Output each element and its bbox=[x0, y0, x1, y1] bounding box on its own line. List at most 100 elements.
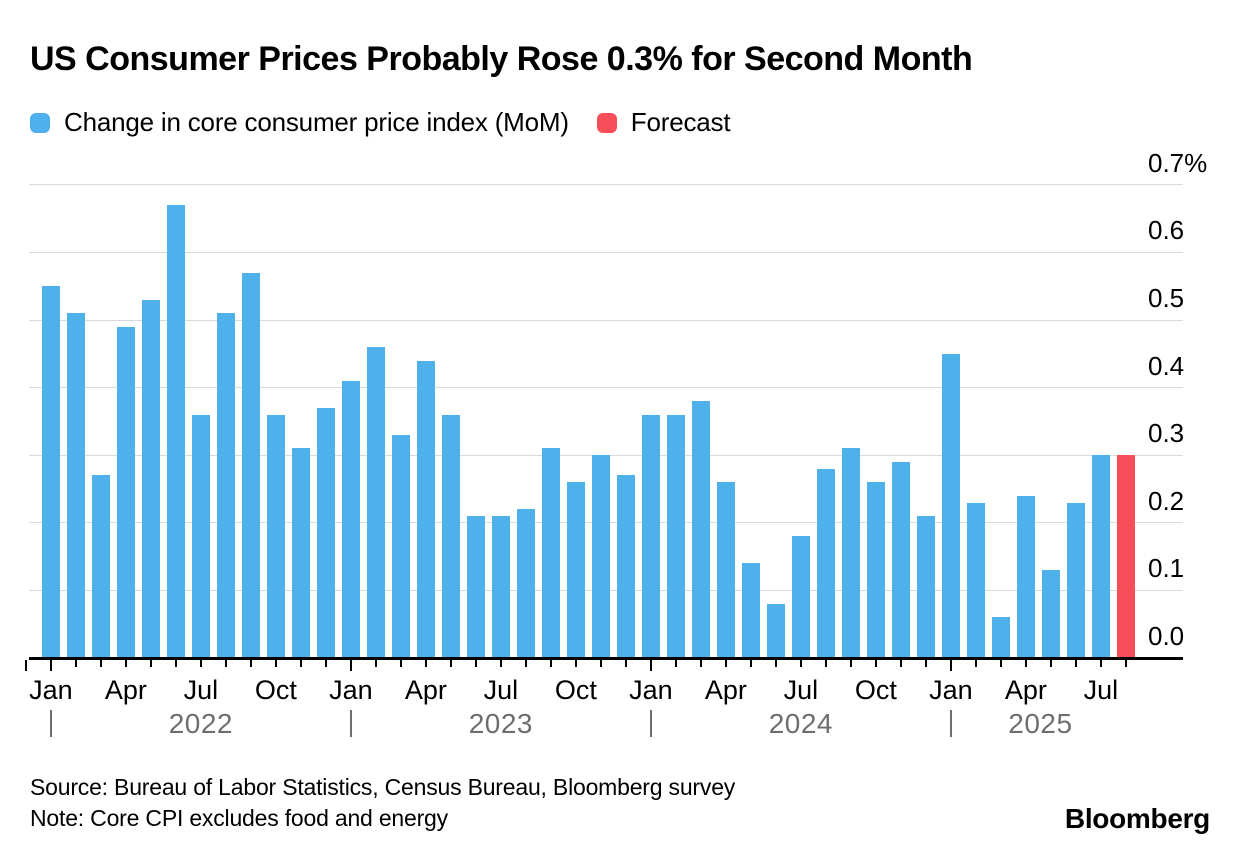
year-separator bbox=[949, 710, 953, 737]
cpi-bar bbox=[466, 516, 485, 658]
cpi-bar bbox=[566, 482, 585, 658]
y-axis-tick-label: 0.2 bbox=[1148, 485, 1185, 516]
x-axis-month-label: Jul bbox=[783, 675, 819, 705]
gridline bbox=[29, 387, 1183, 389]
x-axis-line bbox=[29, 657, 1183, 660]
x-axis-month-label: Oct bbox=[854, 675, 897, 705]
x-axis-tick bbox=[799, 660, 802, 667]
x-axis-tick bbox=[24, 660, 27, 671]
x-axis-tick bbox=[174, 660, 177, 667]
cpi-bar bbox=[1066, 502, 1085, 658]
x-axis-tick bbox=[749, 660, 752, 667]
cpi-bar bbox=[941, 353, 960, 658]
cpi-bar bbox=[1016, 495, 1035, 658]
cpi-bar bbox=[741, 563, 760, 658]
x-axis-tick bbox=[899, 660, 902, 667]
cpi-bar bbox=[666, 414, 685, 658]
y-axis-tick-label: 0.6 bbox=[1148, 215, 1185, 246]
cpi-bar bbox=[491, 516, 510, 658]
gridline bbox=[29, 184, 1183, 186]
x-axis-tick bbox=[1074, 660, 1077, 667]
x-axis-tick bbox=[99, 660, 102, 667]
source-text: Source: Bureau of Labor Statistics, Cens… bbox=[30, 774, 736, 800]
cpi-bar bbox=[591, 455, 610, 658]
forecast-swatch bbox=[596, 112, 617, 133]
cpi-bar bbox=[1041, 570, 1060, 658]
cpi-bar bbox=[166, 205, 185, 658]
x-axis-tick bbox=[849, 660, 852, 667]
chart-legend: Change in core consumer price index (MoM… bbox=[30, 107, 731, 138]
x-axis-month-label: Apr bbox=[104, 675, 147, 705]
x-axis-tick bbox=[449, 660, 452, 667]
cpi-bar bbox=[116, 326, 135, 658]
x-axis-tick bbox=[524, 660, 527, 667]
x-axis-month-label: Jan bbox=[329, 675, 373, 705]
cpi-bar bbox=[816, 468, 835, 658]
y-axis-tick-label: 0.1 bbox=[1148, 553, 1185, 584]
x-axis-tick bbox=[999, 660, 1002, 667]
legend-item-forecast: Forecast bbox=[596, 107, 731, 138]
x-axis-tick bbox=[924, 660, 927, 667]
cpi-bar bbox=[966, 502, 985, 658]
year-separator bbox=[349, 710, 353, 737]
x-axis-month-label: Jan bbox=[929, 675, 973, 705]
x-axis-tick bbox=[249, 660, 252, 667]
x-axis-tick bbox=[974, 660, 977, 667]
x-axis-tick bbox=[1124, 660, 1127, 667]
gridline bbox=[29, 251, 1183, 253]
note-text: Note: Core CPI excludes food and energy bbox=[30, 805, 448, 831]
cpi-bar bbox=[216, 313, 235, 658]
cpi-bar bbox=[841, 448, 860, 658]
x-axis-tick bbox=[399, 660, 402, 667]
cpi-bar bbox=[541, 448, 560, 658]
y-axis-tick-label: 0.5 bbox=[1148, 283, 1185, 313]
x-axis-tick bbox=[299, 660, 302, 667]
x-axis-tick bbox=[599, 660, 602, 667]
cpi-bar bbox=[766, 603, 785, 658]
cpi-bar bbox=[316, 407, 335, 658]
x-axis-month-label: Jan bbox=[629, 675, 673, 705]
cpi-bar bbox=[641, 414, 660, 658]
x-axis-tick bbox=[124, 660, 127, 667]
year-separator bbox=[649, 710, 653, 737]
cpi-bar bbox=[241, 272, 260, 658]
x-axis-tick bbox=[774, 660, 777, 667]
x-axis-tick bbox=[549, 660, 552, 667]
bloomberg-logo: Bloomberg bbox=[1064, 803, 1210, 834]
x-axis-tick bbox=[949, 660, 952, 671]
cpi-bar bbox=[41, 286, 60, 658]
x-axis-tick bbox=[674, 660, 677, 667]
cpi-bar bbox=[266, 414, 285, 658]
chart-title: US Consumer Prices Probably Rose 0.3% fo… bbox=[30, 40, 973, 78]
y-axis-tick-label: 0.0 bbox=[1148, 621, 1185, 651]
cpi-bar bbox=[716, 482, 735, 658]
cpi-bar bbox=[866, 482, 885, 658]
cpi-bar bbox=[66, 313, 85, 658]
x-axis-tick bbox=[499, 660, 502, 667]
x-axis-tick bbox=[199, 660, 202, 667]
cpi-bar bbox=[141, 299, 160, 658]
gridline bbox=[29, 319, 1183, 321]
forecast-bar bbox=[1116, 455, 1135, 658]
y-axis-tick-label: 0.4 bbox=[1148, 350, 1185, 381]
cpi-bar bbox=[891, 461, 910, 658]
cpi-bar bbox=[516, 509, 535, 658]
year-separator bbox=[49, 710, 53, 737]
cpi-bar bbox=[191, 414, 210, 658]
x-axis-tick bbox=[1049, 660, 1052, 667]
x-axis-month-label: Apr bbox=[1004, 675, 1047, 705]
x-axis-month-label: Oct bbox=[254, 675, 297, 705]
x-axis-tick bbox=[324, 660, 327, 667]
cpi-bar bbox=[341, 380, 360, 658]
x-axis-month-label: Jan bbox=[29, 675, 73, 705]
x-axis-tick bbox=[1099, 660, 1102, 667]
year-label: 2023 bbox=[468, 708, 533, 739]
x-axis-tick bbox=[1024, 660, 1027, 667]
year-label: 2024 bbox=[768, 708, 833, 739]
cpi-bar bbox=[1091, 455, 1110, 658]
x-axis-tick bbox=[699, 660, 702, 667]
cpi-bar bbox=[91, 475, 110, 658]
x-axis-month-label: Apr bbox=[404, 675, 447, 705]
cpi-bar bbox=[991, 617, 1010, 658]
